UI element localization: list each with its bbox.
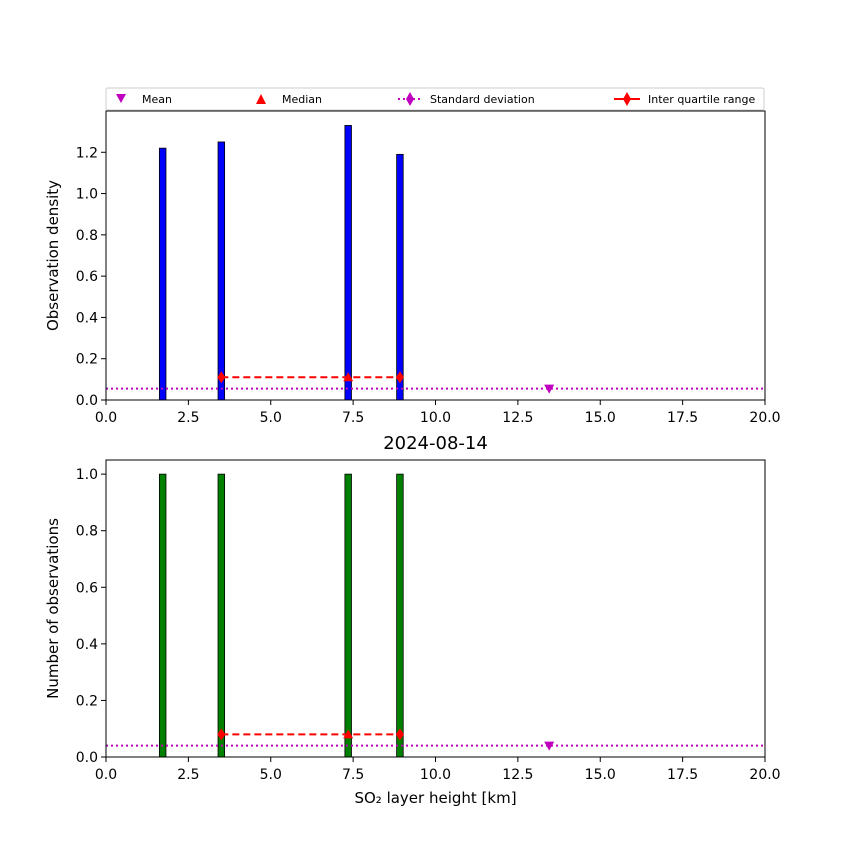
x-tick-label: 17.5 [667,410,698,426]
diamond-dotted-line-icon [406,92,414,106]
bar [158,473,167,758]
y-tick-label: 1.0 [76,187,98,203]
bar [396,473,404,758]
legend-entry-median: Median [256,93,322,106]
y-tick-label: 0.2 [76,352,98,368]
chart-title: 2024-08-14 [383,433,488,454]
legend: Mean Median Standard deviation Inter qua… [105,87,765,111]
bar [217,473,226,758]
y-tick-label: 0.4 [76,637,98,653]
bar [158,147,167,401]
legend-entry-mean: Mean [116,93,172,106]
bar [344,473,352,758]
iqr-diamond-marker [217,728,226,741]
y-tick-label: 0.4 [76,310,98,326]
x-tick-label: 15.0 [585,410,616,426]
y-tick-label: 0.8 [76,524,98,540]
legend-label-mean: Mean [142,93,172,106]
x-tick-label: 7.5 [342,767,364,783]
bar [344,125,352,401]
y-axis-label: Number of observations [44,518,62,699]
legend-label-std: Standard deviation [430,93,535,106]
bar [217,141,226,401]
mean-marker [544,384,555,394]
y-axis-label: Observation density [44,180,62,331]
y-tick-label: 1.0 [76,467,98,483]
diamond-dashed-line-icon [623,92,631,106]
x-tick-label: 2.5 [177,767,199,783]
bar [396,153,404,401]
axes-frame [105,459,766,758]
triangle-down-icon [116,94,126,103]
iqr-diamond-marker [395,371,404,384]
bottom-panel-count: 0.0 2.5 5.0 7.5 10.0 12.5 15.0 17.5 20.0 0.0 0.2 0.… [44,433,781,807]
axes-frame [105,110,766,401]
x-tick-label: 10.0 [420,410,451,426]
y-tick-label: 0.0 [76,393,98,409]
median-marker [343,729,354,739]
legend-label-median: Median [282,93,322,106]
top-panel-density: 0.0 2.5 5.0 7.5 10.0 12.5 15.0 17.5 20.0 0.0 0.2 0.… [44,110,781,426]
x-tick-label: 5.0 [260,410,282,426]
x-axis-label: SO₂ layer height [km] [354,789,516,807]
y-tick-label: 0.0 [76,750,98,766]
y-tick-label: 0.6 [76,580,98,596]
x-tick-label: 12.5 [502,410,533,426]
legend-entry-std: Standard deviation [398,92,535,106]
x-tick-label: 15.0 [585,767,616,783]
x-tick-label: 5.0 [260,767,282,783]
legend-entry-iqr: Inter quartile range [614,92,755,106]
y-tick-label: 0.6 [76,269,98,285]
x-tick-label: 0.0 [95,767,117,783]
iqr-diamond-marker [395,728,404,741]
triangle-up-icon [256,94,266,104]
x-tick-label: 20.0 [749,410,780,426]
iqr-diamond-marker [217,371,226,384]
median-marker [343,372,354,382]
y-tick-label: 1.2 [76,145,98,161]
x-tick-label: 20.0 [749,767,780,783]
x-tick-label: 0.0 [95,410,117,426]
x-tick-label: 10.0 [420,767,451,783]
x-tick-label: 2.5 [177,410,199,426]
x-tick-label: 12.5 [502,767,533,783]
x-tick-label: 17.5 [667,767,698,783]
legend-label-iqr: Inter quartile range [648,93,755,106]
x-tick-label: 7.5 [342,410,364,426]
mean-marker [544,741,555,751]
y-tick-label: 0.2 [76,693,98,709]
y-tick-label: 0.8 [76,228,98,244]
